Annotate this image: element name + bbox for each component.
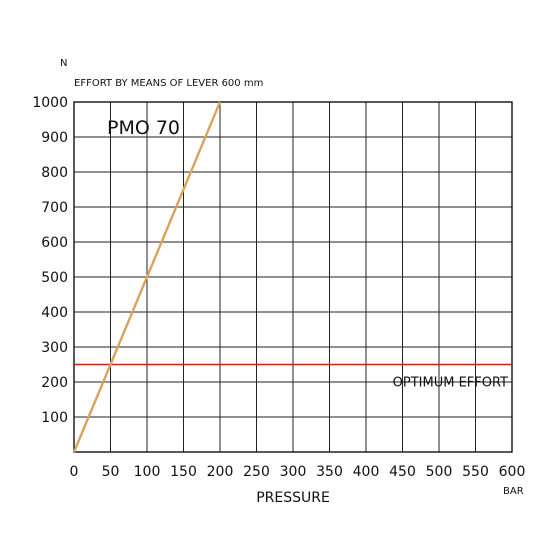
y-tick-label: 1000 <box>32 95 68 111</box>
y-tick-label: 300 <box>41 340 68 356</box>
x-tick-label: 0 <box>70 464 79 480</box>
x-tick-label: 50 <box>102 464 120 480</box>
y-tick-labels: 100 200 300 400 500 600 700 800 900 1000 <box>32 95 68 426</box>
y-tick-label: 200 <box>41 375 68 391</box>
x-unit-label: BAR <box>503 486 524 497</box>
optimum-effort-label: OPTIMUM EFFORT <box>393 376 508 391</box>
chart-title: PMO 70 <box>107 117 180 139</box>
x-tick-label: 350 <box>316 464 343 480</box>
x-tick-label: 200 <box>207 464 234 480</box>
x-axis-label: PRESSURE <box>256 490 330 506</box>
x-tick-label: 450 <box>389 464 416 480</box>
y-tick-label: 100 <box>41 410 68 426</box>
series-line-pmo-70 <box>72 101 222 453</box>
y-tick-label: 400 <box>41 305 68 321</box>
grid <box>73 101 513 452</box>
x-tick-label: 500 <box>426 464 453 480</box>
plot-frame <box>73 101 513 453</box>
x-tick-label: 400 <box>353 464 380 480</box>
x-tick-label: 300 <box>280 464 307 480</box>
y-tick-label: 700 <box>41 200 68 216</box>
x-tick-label: 250 <box>243 464 270 480</box>
series-lines <box>72 101 222 453</box>
y-tick-label: 800 <box>41 165 68 181</box>
x-tick-label: 600 <box>499 464 526 480</box>
x-tick-label: 100 <box>134 464 161 480</box>
x-tick-label: 550 <box>462 464 489 480</box>
y-axis-label: EFFORT BY MEANS OF LEVER 600 mm <box>74 78 263 89</box>
plot-border <box>73 101 513 453</box>
x-tick-labels: 0 50 100 150 200 250 300 350 400 450 500 550 600 <box>70 464 526 480</box>
y-tick-label: 500 <box>41 270 68 286</box>
x-tick-label: 150 <box>170 464 197 480</box>
y-tick-label: 600 <box>41 235 68 251</box>
reference-lines: OPTIMUM EFFORT <box>74 363 512 391</box>
y-unit-label: N <box>60 58 67 69</box>
y-tick-label: 900 <box>41 130 68 146</box>
